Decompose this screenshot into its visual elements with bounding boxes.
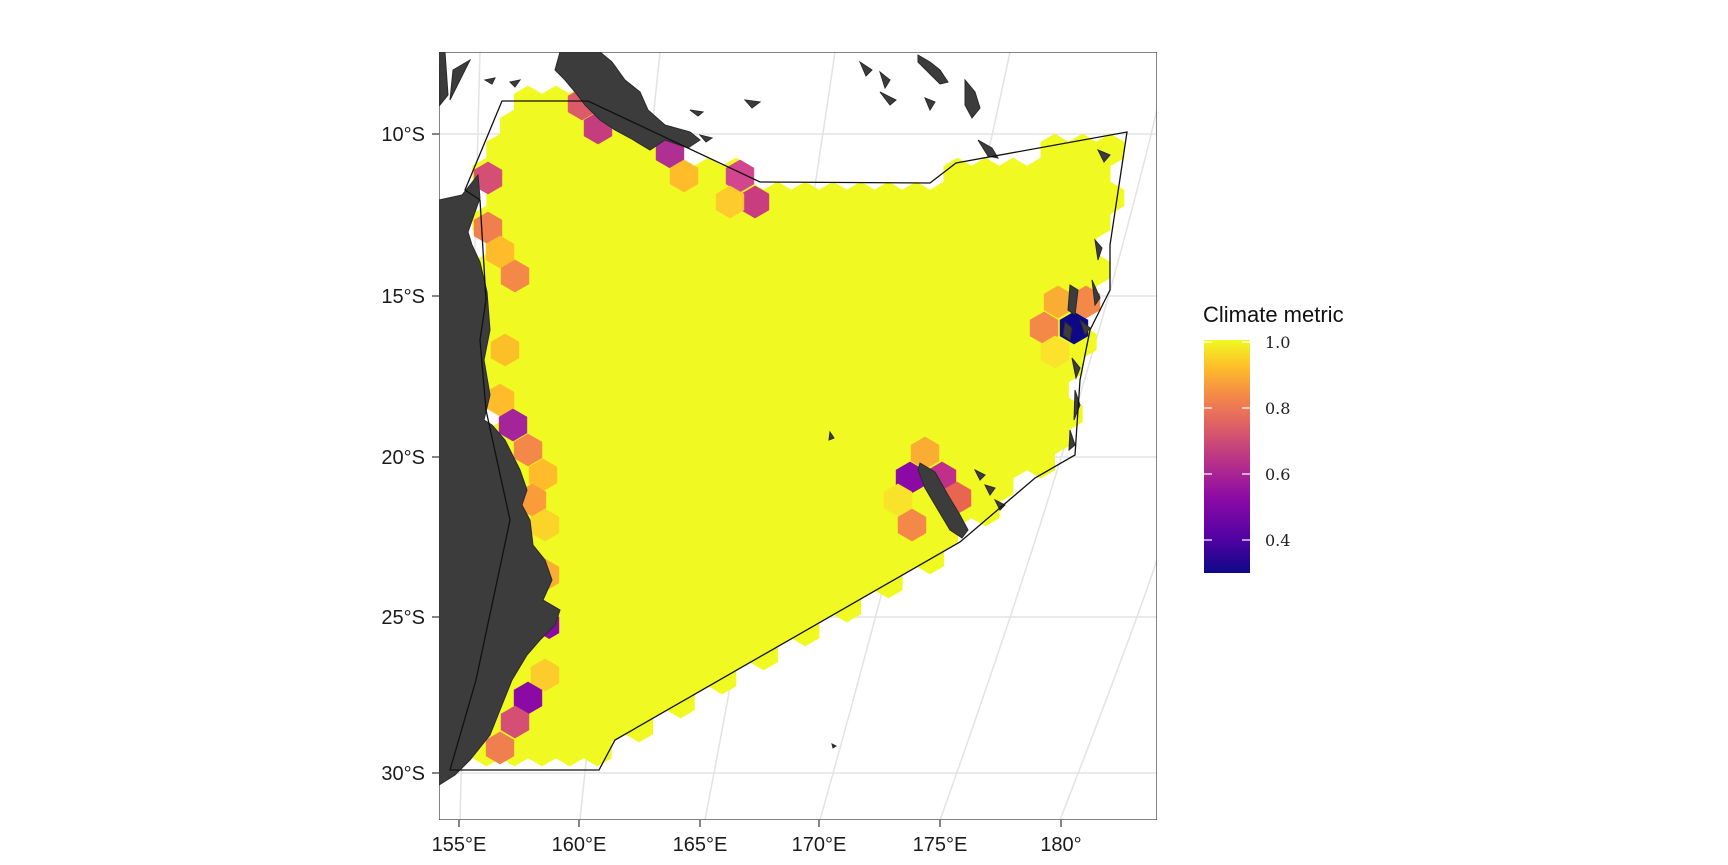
loyalty-islands: [973, 468, 1006, 511]
legend-tick-label: 0.6: [1265, 465, 1290, 484]
y-axis: 10°S 15°S 20°S 25°S 30°S: [381, 124, 439, 785]
torres-islands: [483, 77, 522, 88]
lon-tick-label: 165°E: [673, 834, 728, 856]
hex-cell-highlight: [883, 483, 913, 517]
lon-tick-label: 180°: [1040, 834, 1081, 856]
lon-tick-label: 160°E: [552, 834, 607, 856]
australia-land: [439, 52, 449, 107]
x-axis: 155°E 160°E 165°E 170°E 175°E 180°: [432, 820, 1082, 856]
hex-cell-highlight: [725, 159, 755, 193]
hex-cell-highlight: [485, 235, 515, 269]
map-panel: [439, 52, 1157, 820]
new-guinea-land: [554, 52, 701, 151]
new-caledonia-land: [917, 462, 969, 539]
hex-cell: [791, 613, 820, 647]
hex-cell: [583, 733, 612, 767]
lon-tick-label: 170°E: [792, 834, 847, 856]
hex-cell-highlight: [669, 159, 699, 193]
hex-cell-highlight: [910, 436, 940, 470]
hex-cell-highlight: [530, 658, 560, 692]
lat-tick-label: 30°S: [381, 763, 425, 785]
lat-tick-label: 10°S: [381, 124, 425, 146]
hex-cell-highlight: [1040, 335, 1070, 369]
lon-tick-label: 155°E: [432, 834, 487, 856]
lon-tick-label: 175°E: [913, 834, 968, 856]
legend: Climate metric 1.0 0.8 0.6 0.4: [1203, 302, 1344, 573]
hex-cell-highlight: [1029, 311, 1059, 345]
solomon-islands: [689, 54, 1000, 159]
cape-york-land: [449, 58, 472, 101]
hex-cell: [832, 589, 862, 623]
hex-cell: [874, 565, 903, 599]
hex-cell: [915, 541, 945, 575]
hex-cell-highlight: [485, 731, 515, 765]
hex-cell-highlight: [490, 333, 520, 367]
hex-cell-highlight: [897, 508, 927, 542]
lat-tick-label: 15°S: [381, 286, 425, 308]
hex-cell-highlight: [513, 681, 543, 715]
hexbin-layer: [444, 85, 1125, 767]
australia-land: [439, 173, 561, 786]
legend-title: Climate metric: [1203, 302, 1344, 327]
hex-cell-highlight: [500, 259, 530, 293]
hex-cell: [971, 493, 1000, 527]
small-island: [828, 430, 837, 749]
legend-tick-label: 1.0: [1265, 333, 1290, 352]
vanuatu-islands: [1062, 149, 1111, 452]
lat-tick-label: 20°S: [381, 447, 425, 469]
legend-colorbar: [1204, 340, 1250, 573]
lat-tick-label: 25°S: [381, 607, 425, 629]
hex-cell-highlight: [715, 185, 745, 219]
land-layer: [439, 52, 1111, 786]
hex-cell-highlight: [528, 458, 558, 492]
legend-tick-label: 0.4: [1265, 531, 1290, 550]
legend-tick-label: 0.8: [1265, 399, 1290, 418]
hex-cell-highlight: [500, 705, 530, 739]
study-area-outline: [449, 100, 1128, 771]
